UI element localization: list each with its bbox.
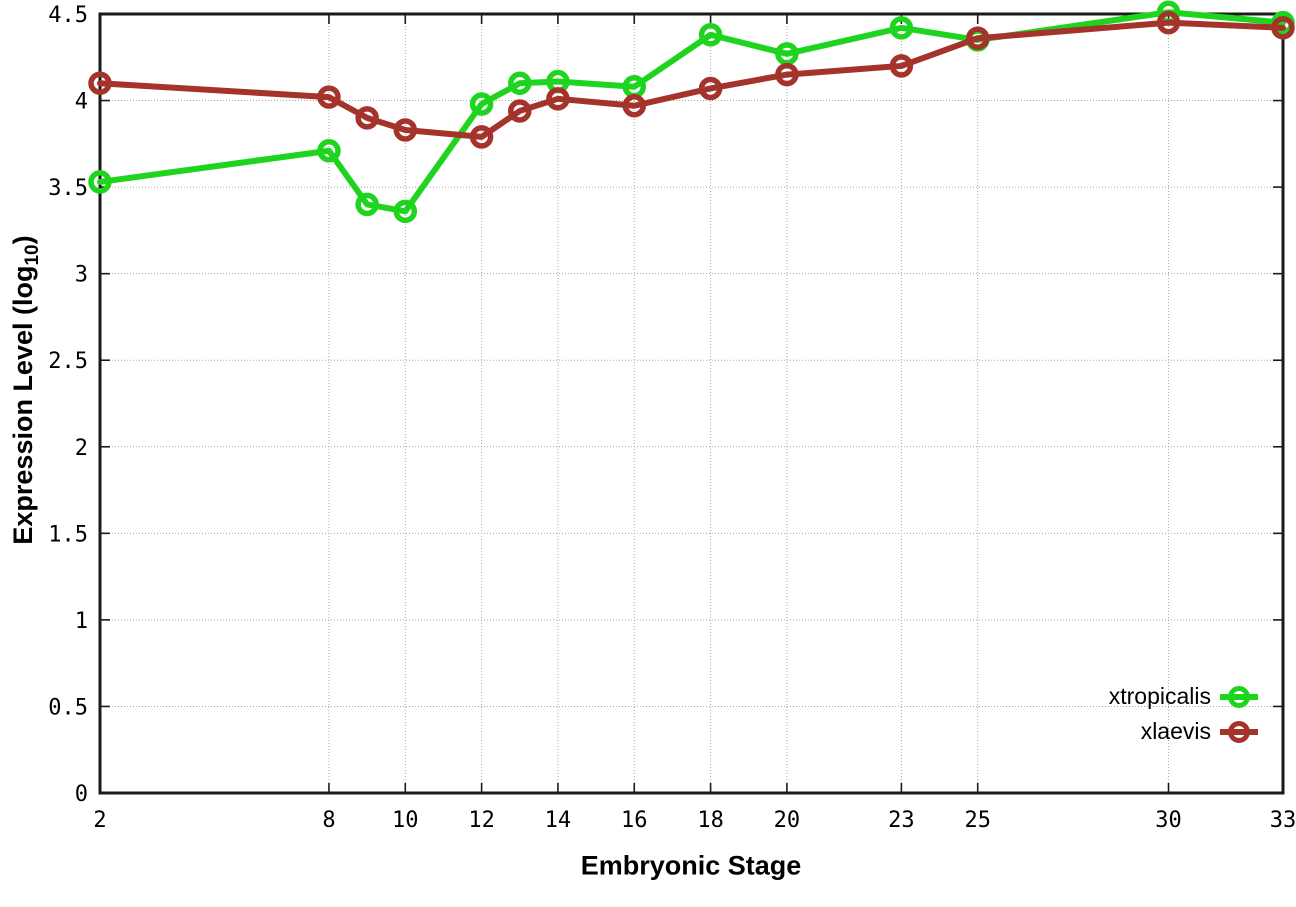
- y-tick-label: 1: [75, 609, 88, 634]
- data-point-marker-xlaevis: [546, 87, 570, 111]
- data-point-marker-xtropicalis: [469, 92, 494, 116]
- y-axis-title-text: Expression Level (log: [7, 265, 38, 545]
- data-point-marker-xtropicalis: [393, 199, 418, 224]
- x-tick-label: 20: [774, 808, 801, 833]
- circle-marker-icon: [1228, 685, 1250, 708]
- data-point-marker-xtropicalis: [775, 42, 799, 66]
- x-tick-label: 2: [93, 808, 106, 833]
- x-tick-label: 23: [888, 808, 915, 833]
- data-point-marker-xtropicalis: [508, 71, 532, 95]
- y-tick-label: 0.5: [48, 695, 88, 720]
- legend-item-xtropicalis: xtropicalis: [1109, 679, 1258, 714]
- y-tick-label: 0: [75, 782, 88, 807]
- y-tick-label: 3: [75, 263, 88, 288]
- data-point-marker-xlaevis: [393, 118, 418, 142]
- x-tick-label: 33: [1270, 808, 1296, 833]
- data-point-marker-xlaevis: [88, 71, 112, 95]
- x-tick-label: 10: [392, 808, 419, 833]
- legend-item-xlaevis: xlaevis: [1109, 714, 1258, 749]
- data-point-marker-xlaevis: [317, 85, 341, 109]
- x-tick-label: 25: [964, 808, 991, 833]
- data-point-marker-xtropicalis: [355, 192, 379, 217]
- data-point-marker-xlaevis: [889, 54, 914, 78]
- legend-label: xtropicalis: [1108, 683, 1211, 709]
- axis-border: [98, 12, 1285, 795]
- data-point-marker-xlaevis: [698, 76, 723, 101]
- y-tick-label: 1.5: [48, 522, 88, 547]
- legend-sample: [1220, 719, 1258, 745]
- legend: xtropicalis xlaevis: [1109, 679, 1258, 749]
- x-tick-label: 14: [545, 808, 572, 833]
- series-line-xtropicalis: [97, 9, 1286, 215]
- x-tick-label: 16: [621, 808, 648, 833]
- y-axis-title-suffix: ): [7, 235, 38, 245]
- y-tick-label: 4.5: [48, 3, 88, 28]
- y-tick-label: 3.5: [48, 176, 88, 201]
- y-axis-title-subscript: 10: [22, 244, 44, 266]
- y-axis-title: Expression Level (log10): [8, 235, 44, 544]
- data-point-marker-xlaevis: [1156, 10, 1181, 35]
- data-point-marker-xlaevis: [965, 26, 990, 50]
- x-tick-label: 30: [1155, 808, 1182, 833]
- data-point-marker-xlaevis: [775, 62, 799, 87]
- data-point-marker-xlaevis: [469, 125, 494, 149]
- series-line-xlaevis: [97, 19, 1286, 140]
- y-tick-label: 4: [75, 90, 88, 115]
- data-point-marker-xlaevis: [508, 99, 532, 123]
- data-point-marker-xtropicalis: [317, 139, 341, 163]
- legend-label: xlaevis: [1140, 718, 1211, 744]
- data-point-marker-xtropicalis: [88, 170, 112, 194]
- legend-sample: [1220, 684, 1258, 710]
- x-tick-label: 8: [322, 808, 335, 833]
- data-point-marker-xtropicalis: [889, 16, 914, 40]
- x-tick-label: 18: [697, 808, 724, 833]
- data-point-marker-xlaevis: [1271, 16, 1295, 40]
- data-point-marker-xlaevis: [622, 93, 647, 118]
- data-point-marker-xtropicalis: [698, 23, 723, 47]
- data-point-marker-xlaevis: [355, 106, 379, 130]
- x-axis-title: Embryonic Stage: [580, 850, 802, 881]
- x-tick-label: 12: [468, 808, 495, 833]
- y-tick-label: 2.5: [48, 349, 88, 374]
- circle-marker-icon: [1228, 720, 1250, 743]
- y-tick-label: 2: [75, 436, 88, 461]
